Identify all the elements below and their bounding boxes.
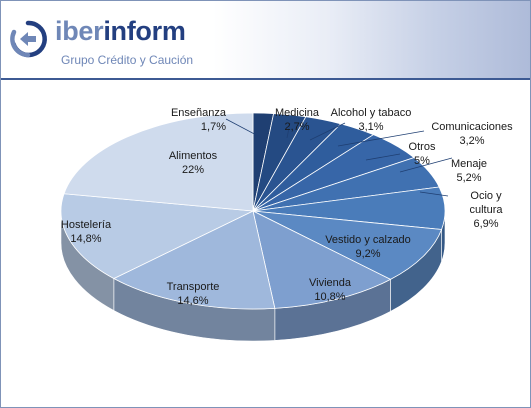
leader-line-ocio-y-cultura xyxy=(419,191,449,197)
pie-label-medicina: Medicina 2,7% xyxy=(275,107,320,133)
brand-name-part1: iber xyxy=(55,16,104,46)
pie-leader-lines xyxy=(225,118,453,197)
pie-label-ocio-y-cultura: Ocio y cultura 6,9% xyxy=(469,190,503,230)
pie-slice-alimentos xyxy=(63,112,254,212)
header-rule xyxy=(1,78,530,80)
pie-label-comunicaciones: Comunicaciones 3,2% xyxy=(431,121,513,147)
leader-line-alcohol-y-tabaco xyxy=(309,122,346,141)
pie-slices xyxy=(60,112,446,310)
leader-line-menaje xyxy=(399,157,453,173)
brand-name-part2: inform xyxy=(103,16,186,46)
pie-slice-vestido-y-calzado xyxy=(252,210,443,280)
pie-label-vestido-y-calzado: Vestido y calzado 9,2% xyxy=(325,234,411,260)
pie-label-transporte: Transporte 14,6% xyxy=(167,281,220,307)
brand-logo-text: iberinform xyxy=(55,15,186,47)
pie-label-alimentos: Alimentos 22% xyxy=(169,150,218,176)
pie-label-vivienda: Vivienda 10,8% xyxy=(309,277,352,303)
leader-line-ensenanza xyxy=(225,118,263,139)
leader-line-otros xyxy=(365,153,401,161)
leader-line-medicina xyxy=(286,122,291,139)
pie-slice-transporte xyxy=(112,210,276,310)
pie-label-menaje: Menaje 5,2% xyxy=(451,158,487,184)
pie-label-hosteleria: Hostelería 14,8% xyxy=(61,219,112,245)
pie-label-ensenanza: Enseñanza 1,7% xyxy=(171,107,227,133)
header-band xyxy=(1,1,530,79)
pie-labels: Enseñanza 1,7% Medicina 2,7% Alcohol y tabac… xyxy=(61,107,513,307)
brand-tagline: Grupo Crédito y Caución xyxy=(61,53,194,67)
pie-slice-vivienda xyxy=(252,210,392,309)
iberinform-logo-icon xyxy=(10,20,47,58)
pie-slice-hosteleria xyxy=(60,193,255,279)
leader-line-comunicaciones xyxy=(337,130,425,147)
pie-label-alcohol-y-tabaco: Alcohol y tabaco 3,1% xyxy=(331,107,412,133)
pie-label-otros: Otros 5% xyxy=(409,141,436,167)
